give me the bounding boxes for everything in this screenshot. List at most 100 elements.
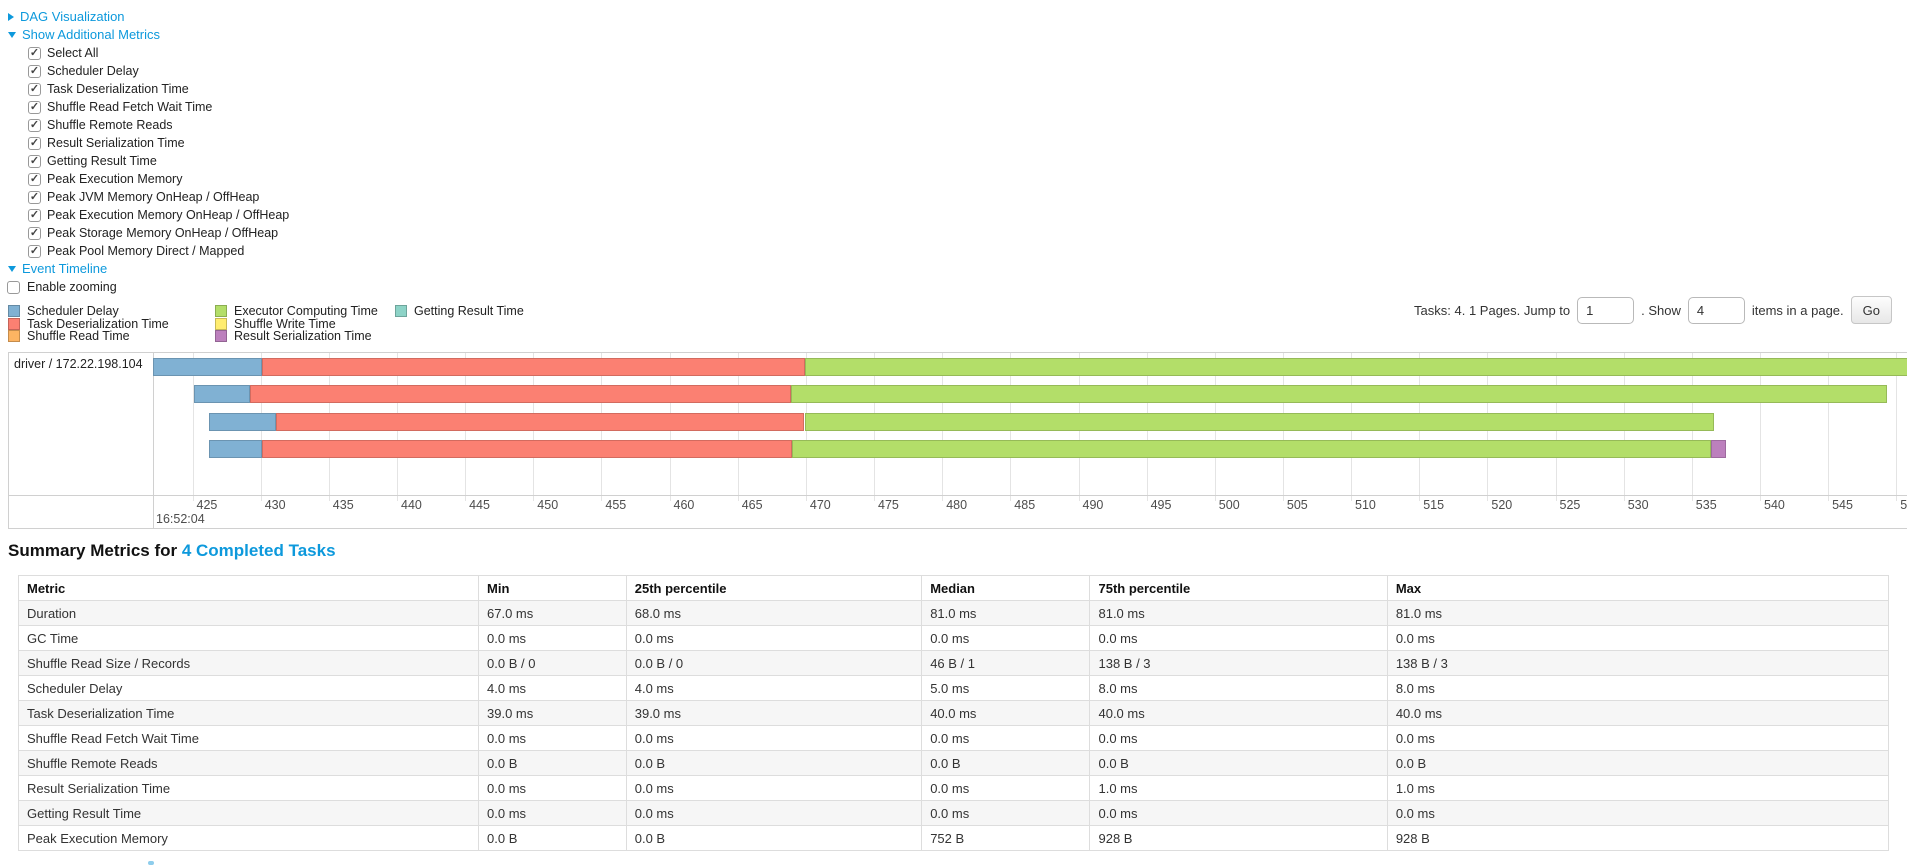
metric-checkbox-label: Peak Storage Memory OnHeap / OffHeap <box>47 226 279 240</box>
axis-tick-label: 495 <box>1150 498 1172 512</box>
event-timeline-toggle[interactable]: Event Timeline <box>8 261 107 276</box>
metric-value-cell: 0.0 B <box>921 750 1091 776</box>
task-1-task-deserialization-bar[interactable] <box>249 385 791 403</box>
task-2-task-deserialization-bar[interactable] <box>275 413 805 431</box>
checkbox-checked-icon <box>28 64 41 78</box>
metric-value-cell: 928 B <box>1386 825 1890 851</box>
task-3-scheduler-delay-bar[interactable] <box>208 440 263 458</box>
task-1-executor-computing-bar[interactable] <box>790 385 1887 403</box>
table-row-gc-time: GC Time 0.0 ms 0.0 ms 0.0 ms 0.0 ms 0.0 ms <box>17 625 1890 651</box>
gridline <box>1828 353 1830 501</box>
metric-value-cell: 0.0 ms <box>625 775 923 801</box>
metric-value-cell: 0.0 ms <box>478 775 627 801</box>
show-additional-metrics-toggle[interactable]: Show Additional Metrics <box>8 27 160 42</box>
metric-value-cell: 0.0 ms <box>1089 725 1388 751</box>
metric-value-cell: 0.0 ms <box>1386 625 1890 651</box>
axis-tick-label: 450 <box>537 498 559 512</box>
checkbox-checked-icon <box>28 136 41 150</box>
metric-value-cell: 0.0 ms <box>1089 800 1388 826</box>
legend-label: Executor Computing Time <box>234 304 378 319</box>
gridline <box>192 353 194 501</box>
axis-tick-label: 520 <box>1491 498 1513 512</box>
task-2-scheduler-delay-bar[interactable] <box>208 413 276 431</box>
task-3-task-deserialization-bar[interactable] <box>262 440 793 458</box>
enable-zooming-checkbox[interactable]: Enable zooming <box>7 280 117 294</box>
checkbox-checked-icon <box>28 208 41 222</box>
dag-visualization-toggle[interactable]: DAG Visualization <box>8 9 125 24</box>
show-additional-metrics-link[interactable]: Show Additional Metrics <box>22 27 161 42</box>
metric-name-cell: Result Serialization Time <box>17 775 480 801</box>
task-pagination: Tasks: 4. 1 Pages. Jump to . Show items … <box>1414 294 1892 326</box>
metric-value-cell: 0.0 B <box>625 750 923 776</box>
checkbox-checked-icon <box>28 82 41 96</box>
metric-checkbox-label: Scheduler Delay <box>47 64 139 78</box>
column-header-25th-percentile: 25th percentile <box>625 575 923 601</box>
metric-name-cell: Shuffle Remote Reads <box>17 750 480 776</box>
jump-to-page-input[interactable] <box>1577 296 1635 324</box>
metric-checkbox-label: Getting Result Time <box>47 154 157 168</box>
metric-value-cell: 0.0 ms <box>1386 800 1890 826</box>
column-header-median: Median <box>921 575 1091 601</box>
expanded-arrow-icon <box>8 265 16 272</box>
metric-checkbox-label: Peak Pool Memory Direct / Mapped <box>47 244 245 258</box>
task-3-executor-computing-bar[interactable] <box>792 440 1711 458</box>
metric-checkbox-select-all[interactable]: Select All <box>28 44 289 62</box>
metric-checkbox-result-serialization-time[interactable]: Result Serialization Time <box>28 134 289 152</box>
go-button[interactable]: Go <box>1850 296 1892 324</box>
metric-checkbox-peak-pool-memory-direct-mapped[interactable]: Peak Pool Memory Direct / Mapped <box>28 242 289 260</box>
metric-value-cell: 1.0 ms <box>1386 775 1890 801</box>
table-row-task-deserialization-time: Task Deserialization Time 39.0 ms 39.0 ms 4… <box>17 700 1890 726</box>
metric-checkbox-shuffle-remote-reads[interactable]: Shuffle Remote Reads <box>28 116 289 134</box>
metric-value-cell: 0.0 B / 0 <box>478 650 627 676</box>
axis-tick-label: 540 <box>1764 498 1785 512</box>
axis-tick-label: 460 <box>673 498 695 512</box>
axis-tick-label: 435 <box>332 498 354 512</box>
axis-tick-label: 525 <box>1559 498 1581 512</box>
expanded-arrow-icon <box>8 31 16 38</box>
dag-visualization-link[interactable]: DAG Visualization <box>20 9 125 24</box>
metric-checkbox-scheduler-delay[interactable]: Scheduler Delay <box>28 62 289 80</box>
axis-tick-label: 550 <box>1900 498 1907 512</box>
page-size-input[interactable] <box>1687 296 1745 324</box>
metric-value-cell: 68.0 ms <box>625 600 923 626</box>
task-0-scheduler-delay-bar[interactable] <box>153 358 262 376</box>
task-3-result-serialization-bar[interactable] <box>1710 440 1726 458</box>
metric-checkbox-shuffle-read-fetch-wait-time[interactable]: Shuffle Read Fetch Wait Time <box>28 98 289 116</box>
metric-name-cell: Shuffle Read Size / Records <box>17 650 480 676</box>
metric-name-cell: Shuffle Read Fetch Wait Time <box>17 725 480 751</box>
axis-tick-label: 470 <box>809 498 831 512</box>
summary-metrics-table: Metric Min 25th percentile Median 75th perce… <box>17 575 1890 851</box>
event-timeline-link[interactable]: Event Timeline <box>22 261 108 276</box>
axis-tick-label: 500 <box>1218 498 1240 512</box>
task-1-scheduler-delay-bar[interactable] <box>193 385 250 403</box>
table-row-shuffle-remote-reads: Shuffle Remote Reads 0.0 B 0.0 B 0.0 B 0.0 B… <box>17 750 1890 776</box>
metric-value-cell: 0.0 ms <box>625 800 923 826</box>
legend-label: Result Serialization Time <box>234 329 372 344</box>
checkbox-checked-icon <box>28 244 41 258</box>
metric-checkbox-label: Task Deserialization Time <box>47 82 189 96</box>
axis-tick-label: 545 <box>1832 498 1853 512</box>
metric-checkbox-getting-result-time[interactable]: Getting Result Time <box>28 152 289 170</box>
metric-checkbox-task-deserialization-time[interactable]: Task Deserialization Time <box>28 80 289 98</box>
getting-result-time-swatch-icon <box>395 305 407 318</box>
cutoff-next-section <box>148 861 154 865</box>
metric-value-cell: 81.0 ms <box>1089 600 1388 626</box>
executor-computing-time-swatch-icon <box>215 305 227 318</box>
metric-checkbox-peak-execution-memory[interactable]: Peak Execution Memory <box>28 170 289 188</box>
axis-tick-label: 485 <box>1014 498 1036 512</box>
column-header-75th-percentile: 75th percentile <box>1089 575 1388 601</box>
legend-item-executor-computing-time: Executor Computing Time <box>215 304 378 319</box>
metric-value-cell: 0.0 ms <box>1089 625 1388 651</box>
completed-tasks-link[interactable]: 4 Completed Tasks <box>181 541 336 560</box>
axis-tick-label: 440 <box>401 498 422 512</box>
shuffle-write-time-swatch-icon <box>215 317 227 330</box>
task-0-task-deserialization-bar[interactable] <box>262 358 805 376</box>
gridline <box>1760 353 1761 501</box>
metric-name-cell: Task Deserialization Time <box>17 700 480 726</box>
task-2-executor-computing-bar[interactable] <box>804 413 1714 431</box>
axis-line <box>9 495 1907 496</box>
metric-checkbox-peak-jvm-memory-onheap-offheap[interactable]: Peak JVM Memory OnHeap / OffHeap <box>28 188 289 206</box>
metric-checkbox-peak-execution-memory-onheap-offheap[interactable]: Peak Execution Memory OnHeap / OffHeap <box>28 206 289 224</box>
metric-checkbox-peak-storage-memory-onheap-offheap[interactable]: Peak Storage Memory OnHeap / OffHeap <box>28 224 289 242</box>
task-0-executor-computing-bar[interactable] <box>804 358 1907 376</box>
